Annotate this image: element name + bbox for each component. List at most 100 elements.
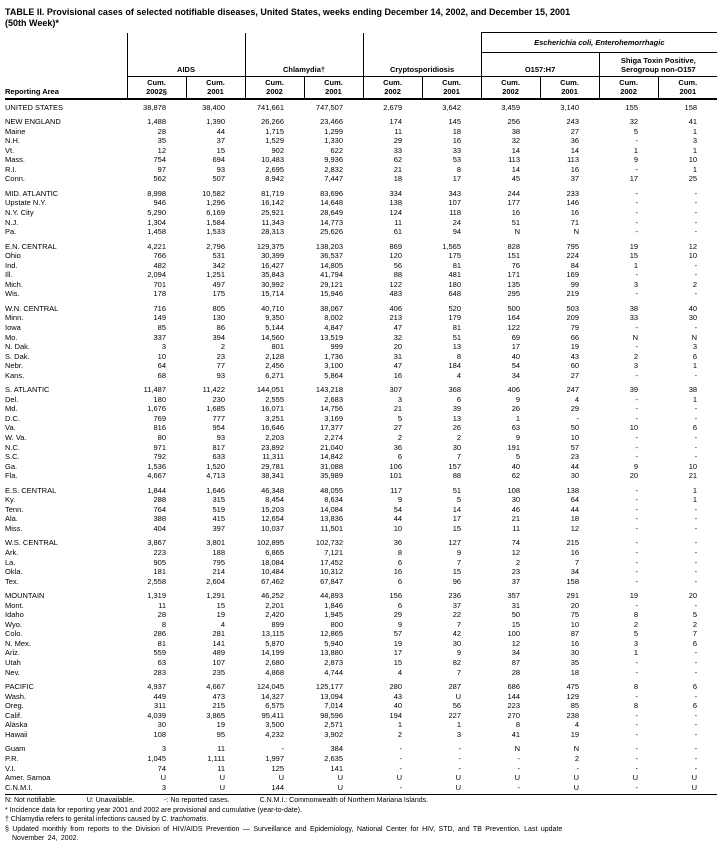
value-cell: 9 (515, 433, 521, 442)
table-row: V.I. 74 11 125 141 - - - - - - (5, 764, 717, 774)
col-header-chlamydia-2002: Cum. 2002 (244, 76, 305, 100)
value-cell: 223 (153, 548, 166, 558)
value-cell: 130 (212, 313, 226, 323)
table-row: Kans. 68 93 6,271 5,864 16 4 34 27 - - (5, 371, 717, 381)
value-cell: 7 (456, 452, 462, 462)
value-cell: 816 (153, 423, 166, 433)
value-cell: 86 (216, 322, 226, 332)
value-cell: 74 (157, 763, 166, 773)
footnote-section: § Updated monthly from reports to the Di… (5, 825, 563, 842)
table-row: Md. 1,676 1,685 16,071 14,756 21 39 26 29 - - (5, 404, 717, 414)
value-cell: 99 (570, 279, 580, 289)
value-cell: 157 (448, 461, 462, 471)
reporting-area-cell: Wyo. (5, 619, 23, 629)
value-cell: - (694, 667, 698, 677)
value-cell: 519 (212, 504, 226, 514)
value-cell: 101 (389, 471, 403, 481)
value-cell: 4,847 (324, 322, 344, 332)
value-cell: 238 (566, 710, 580, 720)
value-cell: 4,667 (147, 471, 166, 481)
value-cell: 8,634 (324, 495, 344, 505)
value-cell: - (635, 557, 639, 567)
col-header-aids-2001: Cum. 2001 (185, 76, 246, 100)
value-cell: - (635, 538, 639, 548)
value-cell: 50 (511, 610, 521, 620)
value-cell: 2,555 (265, 394, 285, 404)
value-cell: 2 (220, 342, 226, 352)
value-cell: 16 (393, 567, 403, 577)
value-cell: 169 (566, 270, 580, 280)
value-cell: - (694, 404, 698, 414)
value-cell: 144,051 (256, 385, 285, 395)
reporting-area-cell: Upstate N.Y. (5, 198, 47, 208)
value-cell: - (694, 548, 698, 558)
value-cell: 5 (633, 126, 639, 136)
reporting-area-cell: Kans. (5, 370, 25, 380)
value-cell: N (573, 744, 580, 754)
value-cell: 8 (161, 619, 166, 629)
value-cell: 3,169 (324, 413, 344, 423)
value-cell: 1,536 (147, 461, 166, 471)
value-cell: - (694, 720, 698, 730)
value-cell: 11 (394, 126, 403, 136)
value-cell: 102,732 (315, 538, 344, 548)
footnote-dagger: † Chlamydia refers to genital infections… (5, 816, 714, 825)
value-cell: 1,045 (147, 753, 166, 763)
value-cell: U (219, 773, 226, 783)
reporting-area-cell: Mich. (5, 279, 23, 289)
value-cell: 44 (570, 461, 580, 471)
value-cell: 188 (212, 548, 226, 558)
value-cell: - (635, 164, 639, 174)
value-cell: - (481, 782, 541, 796)
value-cell: 8,454 (265, 495, 285, 505)
value-cell: 15 (629, 251, 639, 261)
table-row: Ill. 2,094 1,251 35,843 41,794 88 481 171 169 - - (5, 270, 717, 280)
value-cell: 213 (389, 313, 403, 323)
reporting-area-cell: Colo. (5, 629, 23, 639)
value-cell: 482 (153, 260, 166, 270)
reporting-area-cell: P.R. (5, 753, 19, 763)
value-cell: 175 (212, 289, 226, 299)
col-header-o157-2001: Cum. 2001 (539, 76, 600, 100)
value-cell: 337 (153, 332, 166, 342)
value-cell: 307 (389, 385, 403, 395)
table-row: Mo. 337 394 14,560 13,519 32 51 69 66 N N (5, 333, 717, 343)
value-cell: 562 (153, 174, 166, 184)
value-cell: 648 (448, 289, 462, 299)
value-cell: 37 (570, 174, 580, 184)
value-cell: 13 (452, 342, 462, 352)
value-cell: 10 (688, 251, 698, 261)
value-cell: - (635, 404, 639, 414)
value-cell: 500 (507, 303, 521, 313)
value-cell: 21 (688, 471, 698, 481)
value-cell: 175 (448, 251, 462, 261)
value-cell: 13,094 (320, 691, 344, 701)
value-cell: 40,710 (261, 303, 285, 313)
value-cell: U (422, 782, 482, 796)
value-cell: 1,319 (147, 591, 166, 601)
value-cell: 16 (393, 370, 403, 380)
table-row: Hawaii 108 95 4,232 3,902 2 3 41 19 - - (5, 730, 717, 740)
value-cell: 2,456 (265, 361, 285, 371)
reporting-area-cell: V.I. (5, 763, 16, 773)
value-cell: 71 (570, 217, 580, 227)
reporting-area-cell: MOUNTAIN (5, 591, 45, 601)
value-cell: 100 (507, 629, 521, 639)
value-cell: 3,642 (442, 102, 462, 112)
value-cell: 5 (397, 413, 403, 423)
value-cell: 41 (511, 729, 521, 739)
value-cell: 33 (629, 313, 639, 323)
reporting-area-cell: Va. (5, 423, 16, 433)
value-cell: 18 (570, 667, 580, 677)
value-cell: 45 (511, 174, 521, 184)
value-cell: 2 (456, 433, 462, 442)
table-row: Wyo. 8 4 899 800 9 7 15 10 2 2 (5, 620, 717, 630)
value-cell: - (635, 413, 639, 423)
reporting-area-cell: Ind. (5, 260, 18, 270)
value-cell: 23 (511, 567, 521, 577)
value-cell: 83,696 (320, 188, 344, 198)
col-header-shiga-2001: Cum. 2001 (657, 76, 718, 100)
value-cell: 16 (570, 164, 580, 174)
reporting-area-cell: Minn. (5, 313, 24, 323)
value-cell: 11 (158, 600, 166, 610)
